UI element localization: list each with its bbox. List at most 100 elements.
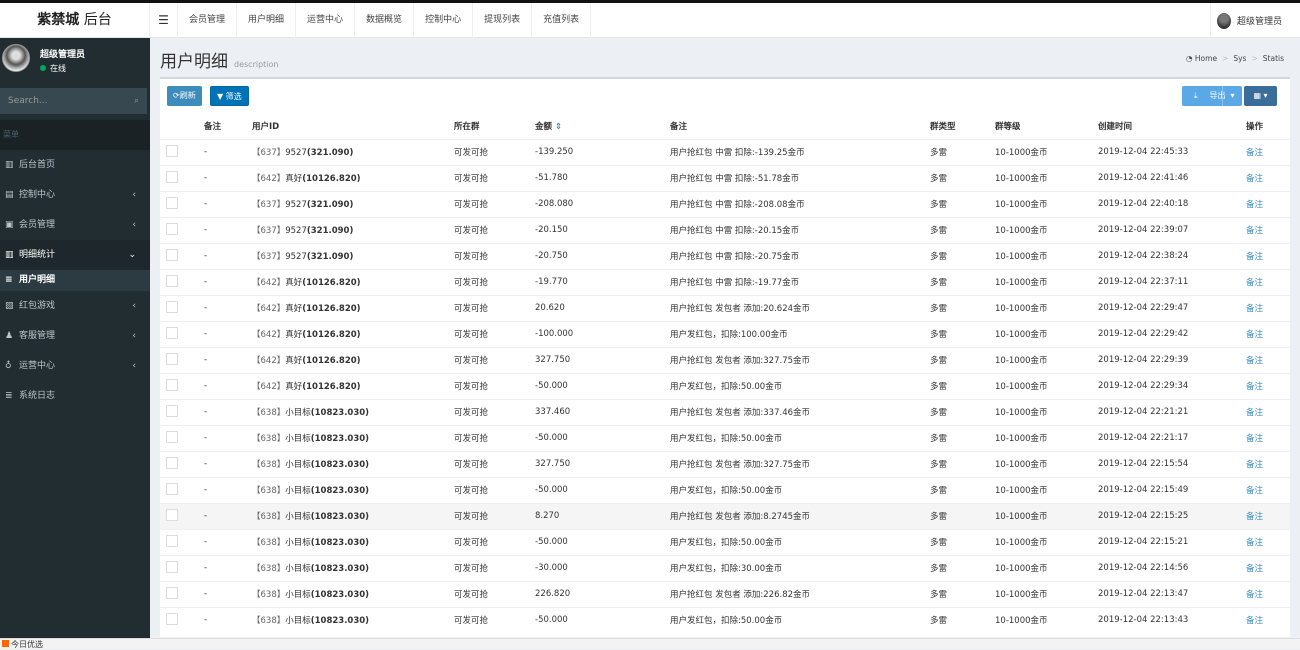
sidebar-item[interactable]: ≡ 用户明细 xyxy=(0,270,150,291)
note-link[interactable]: 备注 xyxy=(1246,148,1264,158)
nav-item[interactable]: 用户明细 xyxy=(237,3,297,38)
sidebar-item[interactable]: ▤ 控制中心 ‹ xyxy=(0,180,150,210)
row-checkbox[interactable] xyxy=(166,300,178,313)
gift-icon: ▧ xyxy=(5,301,14,311)
table-row[interactable]: - 【638】小目标(10823.030) 可发可抢 8.270 用户抢红包 发包者… xyxy=(160,502,1290,529)
refresh-button[interactable]: ⟳刷新 xyxy=(167,86,202,106)
export-button[interactable]: ⤓ 导出 ▾ xyxy=(1182,86,1242,106)
caret-down-icon[interactable]: ▾ xyxy=(1222,86,1242,106)
top-nav: 会员管理 用户明细 运营中心 数据概览 控制中心 提现列表 充值列表 xyxy=(178,3,592,38)
columns-button[interactable]: ▦ ▾ xyxy=(1244,86,1277,106)
note-link[interactable]: 备注 xyxy=(1246,200,1264,210)
nav-item[interactable]: 数据概览 xyxy=(355,3,415,38)
note-link[interactable]: 备注 xyxy=(1246,330,1264,340)
table-row[interactable]: - 【642】真好(10126.820) 可发可抢 -50.000 用户发红包，扣除… xyxy=(160,372,1290,399)
nav-item[interactable]: 运营中心 xyxy=(296,3,356,38)
table-row[interactable]: - 【642】真好(10126.820) 可发可抢 -19.770 用户抢红包 中雷… xyxy=(160,268,1290,295)
chevron-icon: ‹ xyxy=(132,190,136,200)
user-menu[interactable]: 超级管理员 xyxy=(1210,3,1300,38)
download-icon: ⤓ xyxy=(1194,91,1198,100)
row-checkbox[interactable] xyxy=(166,586,178,599)
row-checkbox[interactable] xyxy=(166,508,178,521)
search-icon[interactable]: ⌕ xyxy=(133,96,139,106)
table-row[interactable]: - 【638】小目标(10823.030) 可发可抢 -50.000 用户发红包，扣… xyxy=(160,606,1290,633)
note-link[interactable]: 备注 xyxy=(1246,252,1264,262)
table-row[interactable]: - 【638】小目标(10823.030) 可发可抢 -30.000 用户发红包，扣… xyxy=(160,554,1290,581)
sidebar-item[interactable]: ♟ 客服管理 ‹ xyxy=(0,321,150,351)
note-link[interactable]: 备注 xyxy=(1246,486,1264,496)
row-checkbox[interactable] xyxy=(166,534,178,547)
note-link[interactable]: 备注 xyxy=(1246,382,1264,392)
note-link[interactable]: 备注 xyxy=(1246,564,1264,574)
note-link[interactable]: 备注 xyxy=(1246,356,1264,366)
main-content: 用户明细 description ◔ Home > Sys > Statis ⟳刷新 ▼ … xyxy=(150,38,1300,638)
nav-item[interactable]: 会员管理 xyxy=(178,3,238,38)
table-row[interactable]: - 【642】真好(10126.820) 可发可抢 -51.780 用户抢红包 中雷… xyxy=(160,164,1290,191)
table-row[interactable]: - 【637】9527(321.090) 可发可抢 -208.080 用户抢红包 中… xyxy=(160,190,1290,217)
hamburger-icon[interactable]: ☰ xyxy=(150,3,178,38)
row-checkbox[interactable] xyxy=(166,560,178,573)
row-checkbox[interactable] xyxy=(166,612,178,625)
column-header[interactable]: 金额 ⇕ xyxy=(535,121,563,132)
table-row[interactable]: - 【642】真好(10126.820) 可发可抢 327.750 用户抢红包 发包… xyxy=(160,346,1290,373)
note-link[interactable]: 备注 xyxy=(1246,304,1264,314)
avatar xyxy=(2,44,30,72)
row-checkbox[interactable] xyxy=(166,170,178,183)
column-header: 所在群 xyxy=(454,121,480,132)
row-checkbox[interactable] xyxy=(166,248,178,261)
sidebar-item[interactable]: ▥ 明细统计 ⌄ xyxy=(0,240,150,270)
dashboard-icon: ◔ xyxy=(1185,54,1195,63)
table-row[interactable]: - 【638】小目标(10823.030) 可发可抢 226.820 用户抢红包 发… xyxy=(160,580,1290,607)
row-checkbox[interactable] xyxy=(166,144,178,157)
logo[interactable]: 紫禁城 后台 xyxy=(0,3,150,38)
row-checkbox[interactable] xyxy=(166,404,178,417)
note-link[interactable]: 备注 xyxy=(1246,226,1264,236)
row-checkbox[interactable] xyxy=(166,482,178,495)
table-row[interactable]: - 【638】小目标(10823.030) 可发可抢 -50.000 用户发红包，扣… xyxy=(160,528,1290,555)
row-checkbox[interactable] xyxy=(166,196,178,209)
sidebar-item[interactable]: ▥ 后台首页 xyxy=(0,150,150,180)
row-checkbox[interactable] xyxy=(166,274,178,287)
row-checkbox[interactable] xyxy=(166,456,178,469)
nav-item[interactable]: 控制中心 xyxy=(414,3,474,38)
sidebar-item[interactable]: ▣ 会员管理 ‹ xyxy=(0,210,150,240)
data-table: 备注 用户ID 所在群 金额 ⇕ 备注 群类型 群等级 创建时间 操作 - 【637】9527(… xyxy=(160,113,1290,633)
table-row[interactable]: - 【637】9527(321.090) 可发可抢 -20.150 用户抢红包 中雷… xyxy=(160,216,1290,243)
sidebar-item[interactable]: ▧ 红包游戏 ‹ xyxy=(0,291,150,321)
table-box: ⟳刷新 ▼ 筛选 ⤓ 导出 ▾ ▦ ▾ 备注 用户ID 所在群 金额 ⇕ 备注 群类型 群等级 创… xyxy=(160,77,1290,637)
nav-item[interactable]: 充值列表 xyxy=(532,3,592,38)
note-link[interactable]: 备注 xyxy=(1246,512,1264,522)
search-input[interactable]: Search... ⌕ xyxy=(0,88,147,114)
sidebar-item[interactable]: ≣ 系统日志 xyxy=(0,381,150,411)
table-row[interactable]: - 【637】9527(321.090) 可发可抢 -139.250 用户抢红包 中… xyxy=(160,138,1290,165)
filter-button[interactable]: ▼ 筛选 xyxy=(210,86,249,106)
nav-item[interactable]: 提现列表 xyxy=(473,3,533,38)
row-checkbox[interactable] xyxy=(166,430,178,443)
table-row[interactable]: - 【638】小目标(10823.030) 可发可抢 -50.000 用户发红包，扣… xyxy=(160,476,1290,503)
table-row[interactable]: - 【642】真好(10126.820) 可发可抢 20.620 用户抢红包 发包者… xyxy=(160,294,1290,321)
note-link[interactable]: 备注 xyxy=(1246,278,1264,288)
bar-chart-icon: ▥ xyxy=(5,250,14,260)
sort-icon[interactable]: ⇕ xyxy=(554,121,563,132)
note-link[interactable]: 备注 xyxy=(1246,174,1264,184)
table-row[interactable]: - 【638】小目标(10823.030) 可发可抢 -50.000 用户发红包，扣… xyxy=(160,424,1290,451)
avatar xyxy=(1217,12,1231,29)
table-row[interactable]: - 【642】真好(10126.820) 可发可抢 -100.000 用户发红包，扣… xyxy=(160,320,1290,347)
note-link[interactable]: 备注 xyxy=(1246,460,1264,470)
row-checkbox[interactable] xyxy=(166,378,178,391)
note-link[interactable]: 备注 xyxy=(1246,616,1264,627)
table-row[interactable]: - 【638】小目标(10823.030) 可发可抢 327.750 用户抢红包 发… xyxy=(160,450,1290,477)
app-icon xyxy=(2,640,9,647)
table-row[interactable]: - 【637】9527(321.090) 可发可抢 -20.750 用户抢红包 中雷… xyxy=(160,242,1290,269)
row-checkbox[interactable] xyxy=(166,222,178,235)
note-link[interactable]: 备注 xyxy=(1246,434,1264,444)
chevron-icon: ‹ xyxy=(132,301,136,311)
note-link[interactable]: 备注 xyxy=(1246,538,1264,548)
row-checkbox[interactable] xyxy=(166,326,178,339)
row-checkbox[interactable] xyxy=(166,352,178,365)
note-link[interactable]: 备注 xyxy=(1246,408,1264,418)
note-link[interactable]: 备注 xyxy=(1246,590,1264,600)
table-row[interactable]: - 【638】小目标(10823.030) 可发可抢 337.460 用户抢红包 发… xyxy=(160,398,1290,425)
sidebar-item[interactable]: ♁ 运营中心 ‹ xyxy=(0,351,150,381)
id-card-icon: ▣ xyxy=(5,220,14,230)
